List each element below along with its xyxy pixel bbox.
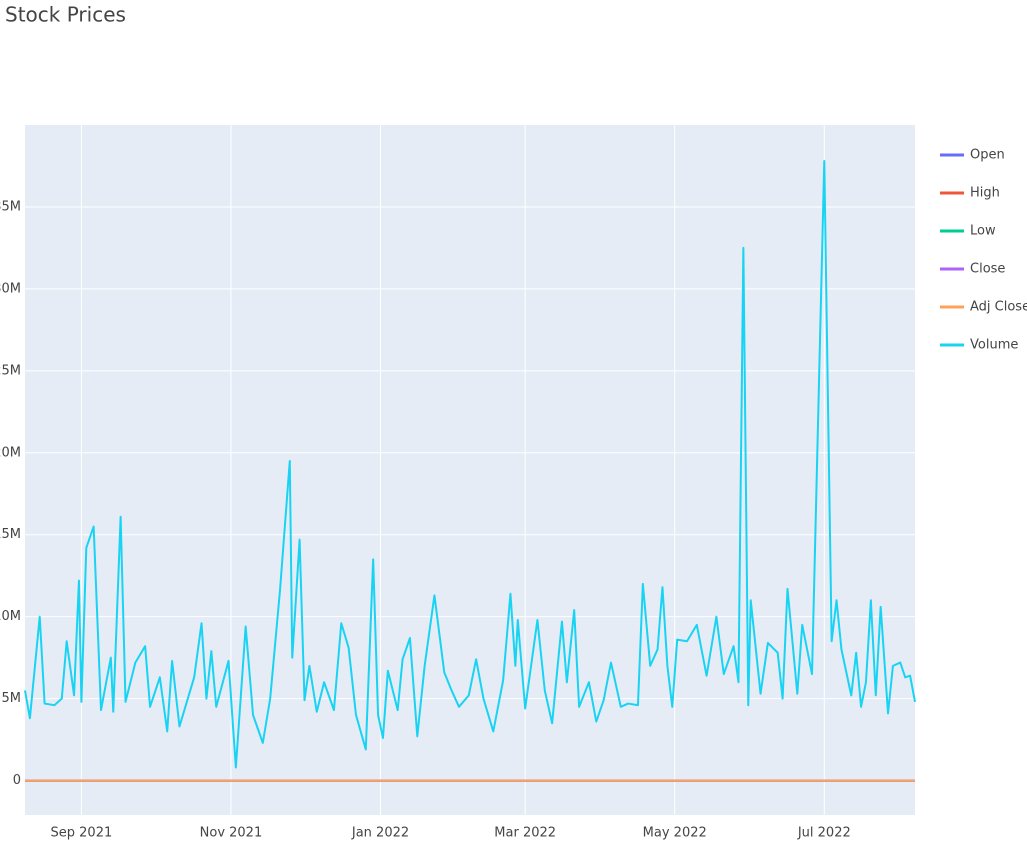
x-tick-label: Sep 2021 — [51, 826, 113, 841]
legend-label[interactable]: Low — [970, 224, 996, 239]
x-tick-label: Jan 2022 — [351, 826, 409, 841]
x-tick-label: Mar 2022 — [494, 826, 556, 841]
chart-title: Stock Prices — [5, 3, 126, 27]
y-tick-label: 5M — [2, 691, 22, 706]
legend-label[interactable]: Adj Close — [970, 300, 1027, 315]
legend-label[interactable]: Close — [970, 262, 1005, 277]
y-tick-label: 25M — [0, 363, 21, 378]
legend-label[interactable]: Volume — [970, 338, 1018, 353]
y-tick-label: 10M — [0, 609, 21, 624]
plot-area — [25, 125, 915, 815]
y-tick-label: 20M — [0, 445, 21, 460]
y-tick-label: 30M — [0, 281, 21, 296]
x-tick-label: Jul 2022 — [797, 826, 851, 841]
y-tick-label: 15M — [0, 527, 21, 542]
x-tick-label: Nov 2021 — [200, 826, 263, 841]
legend-label[interactable]: Open — [970, 148, 1005, 163]
y-tick-label: 35M — [0, 199, 21, 214]
y-tick-label: 0 — [13, 773, 21, 788]
x-tick-label: May 2022 — [643, 826, 707, 841]
legend-label[interactable]: High — [970, 186, 1000, 201]
series-line — [24, 160, 916, 769]
